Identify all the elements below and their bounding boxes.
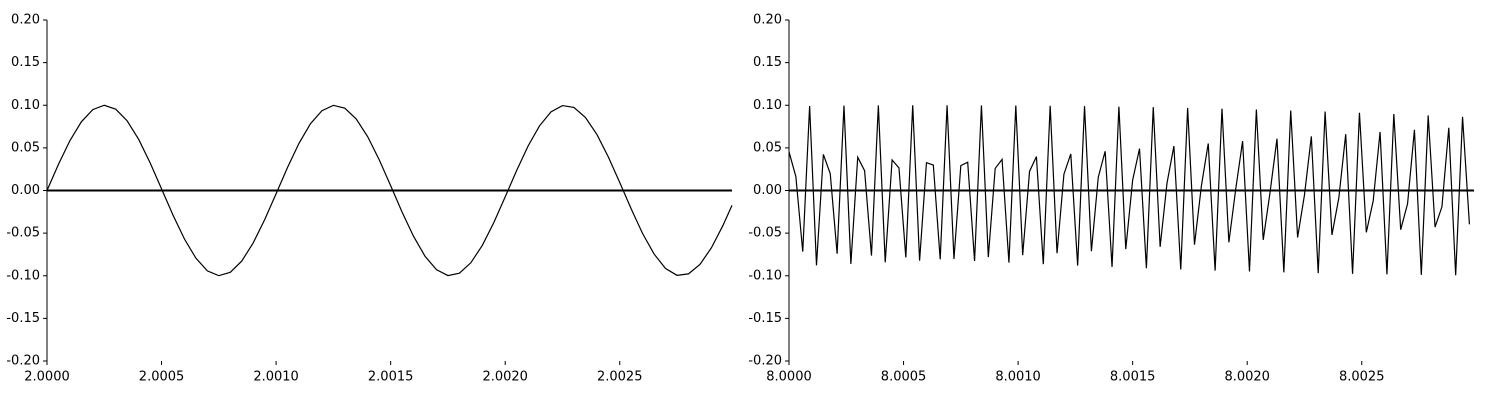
x-tick-label: 8.0000 xyxy=(766,370,812,385)
x-tick-label: 2.0015 xyxy=(368,370,414,385)
y-tick-label: 0.20 xyxy=(753,13,782,28)
y-tick-label: -0.15 xyxy=(6,311,40,326)
line-series xyxy=(46,104,733,277)
y-tick-label: 0.00 xyxy=(11,183,40,198)
y-tick-label: -0.05 xyxy=(6,226,40,241)
y-tick-label: 0.05 xyxy=(11,140,40,155)
y-tick-label: 0.10 xyxy=(11,98,40,113)
y-tick-label: 0.15 xyxy=(753,55,782,70)
y-tick-label: 0.05 xyxy=(753,140,782,155)
x-tick-label: 2.0025 xyxy=(597,370,643,385)
y-tick-label: 0.20 xyxy=(11,13,40,28)
x-tick-label: 8.0025 xyxy=(1339,370,1385,385)
y-tick-label: 0.10 xyxy=(753,98,782,113)
x-tick-label: 8.0020 xyxy=(1224,370,1270,385)
y-tick-label: -0.10 xyxy=(6,268,40,283)
y-tick-label: -0.20 xyxy=(6,354,40,369)
x-tick-label: 2.0010 xyxy=(253,370,299,385)
y-tick-label: 0.15 xyxy=(11,55,40,70)
y-tick-label: -0.20 xyxy=(748,354,782,369)
x-tick-label: 2.0020 xyxy=(482,370,528,385)
y-tick-label: -0.15 xyxy=(748,311,782,326)
x-tick-label: 8.0005 xyxy=(881,370,927,385)
y-tick-label: 0.00 xyxy=(753,183,782,198)
x-tick-label: 8.0010 xyxy=(995,370,1041,385)
x-tick-label: 8.0015 xyxy=(1110,370,1156,385)
x-tick-label: 2.0005 xyxy=(139,370,185,385)
y-tick-label: -0.05 xyxy=(748,226,782,241)
y-tick-label: -0.10 xyxy=(748,268,782,283)
x-tick-label: 2.0000 xyxy=(24,370,70,385)
line-series xyxy=(788,105,1471,276)
